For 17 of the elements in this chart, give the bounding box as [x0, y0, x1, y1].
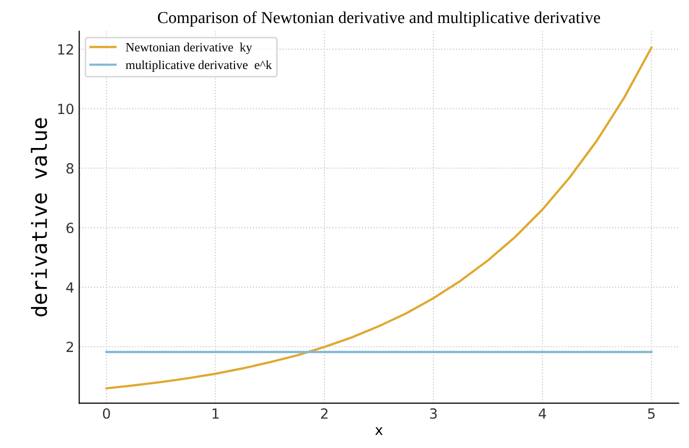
y-tick-label: 4: [66, 282, 74, 292]
y-tick-label: 12: [58, 44, 73, 54]
x-tick-label: 1: [212, 408, 219, 419]
y-tick-label: 8: [66, 163, 74, 174]
x-tick-label: 3: [430, 408, 437, 419]
x-axis-title: x: [375, 427, 383, 435]
legend-label: Newtonian derivative ky: [126, 42, 252, 54]
y-tick-label: 10: [58, 104, 74, 114]
y-axis-title: derivative value: [30, 118, 48, 316]
y-tick-label: 2: [66, 342, 73, 352]
chart-title: Comparison of Newtonian derivative and multiplicative derivative: [158, 11, 600, 27]
x-tick-label: 2: [321, 408, 328, 419]
legend-label: multiplicative derivative e^k: [126, 60, 272, 72]
y-tick-label: 6: [66, 222, 74, 234]
x-tick-label: 5: [648, 408, 655, 419]
x-tick-label: 4: [538, 408, 546, 419]
x-tick-label: 0: [102, 408, 110, 419]
